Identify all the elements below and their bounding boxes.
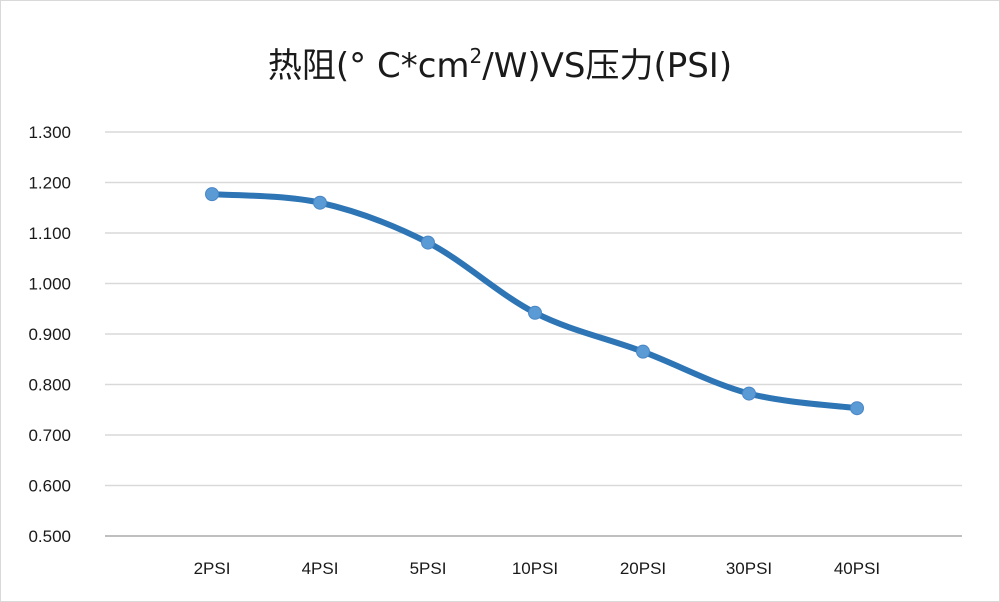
y-tick-label: 1.100: [28, 224, 71, 243]
x-tick-label: 10PSI: [512, 559, 558, 578]
data-point: [636, 344, 650, 359]
data-point: [742, 386, 756, 401]
series-layer: [205, 187, 864, 416]
x-tick-label: 40PSI: [834, 559, 880, 578]
y-tick-label: 1.300: [28, 123, 71, 142]
title-tail: /W)VS压力(PSI): [482, 46, 733, 86]
data-point: [313, 195, 327, 210]
x-tick-label: 2PSI: [194, 559, 231, 578]
x-tick-label: 4PSI: [302, 559, 339, 578]
y-tick-label: 0.600: [28, 477, 71, 496]
title-superscript: 2: [469, 44, 483, 68]
data-point: [528, 305, 542, 320]
y-tick-label: 0.500: [28, 527, 71, 546]
y-axis-ticks: 0.500 0.600 0.700 0.800 0.900 1.000 1.100 1.200…: [28, 123, 71, 546]
x-tick-label: 5PSI: [410, 559, 447, 578]
data-point: [205, 187, 219, 202]
data-point: [850, 401, 864, 416]
chart-title: 热阻(° C*cm2/W)VS压力(PSI): [0, 38, 1000, 87]
gridlines: [105, 131, 962, 537]
y-tick-label: 0.700: [28, 426, 71, 445]
title-main: 热阻(° C*cm: [267, 46, 470, 86]
y-tick-label: 1.200: [28, 174, 71, 193]
data-point: [421, 235, 435, 250]
series-line: [209, 191, 860, 412]
x-axis-ticks: 2PSI 4PSI 5PSI 10PSI 20PSI 30PSI 40PSI: [194, 559, 881, 578]
x-tick-label: 30PSI: [726, 559, 772, 578]
y-tick-label: 1.000: [28, 275, 71, 294]
y-tick-label: 0.800: [28, 376, 71, 395]
y-tick-label: 0.900: [28, 325, 71, 344]
x-tick-label: 20PSI: [620, 559, 666, 578]
